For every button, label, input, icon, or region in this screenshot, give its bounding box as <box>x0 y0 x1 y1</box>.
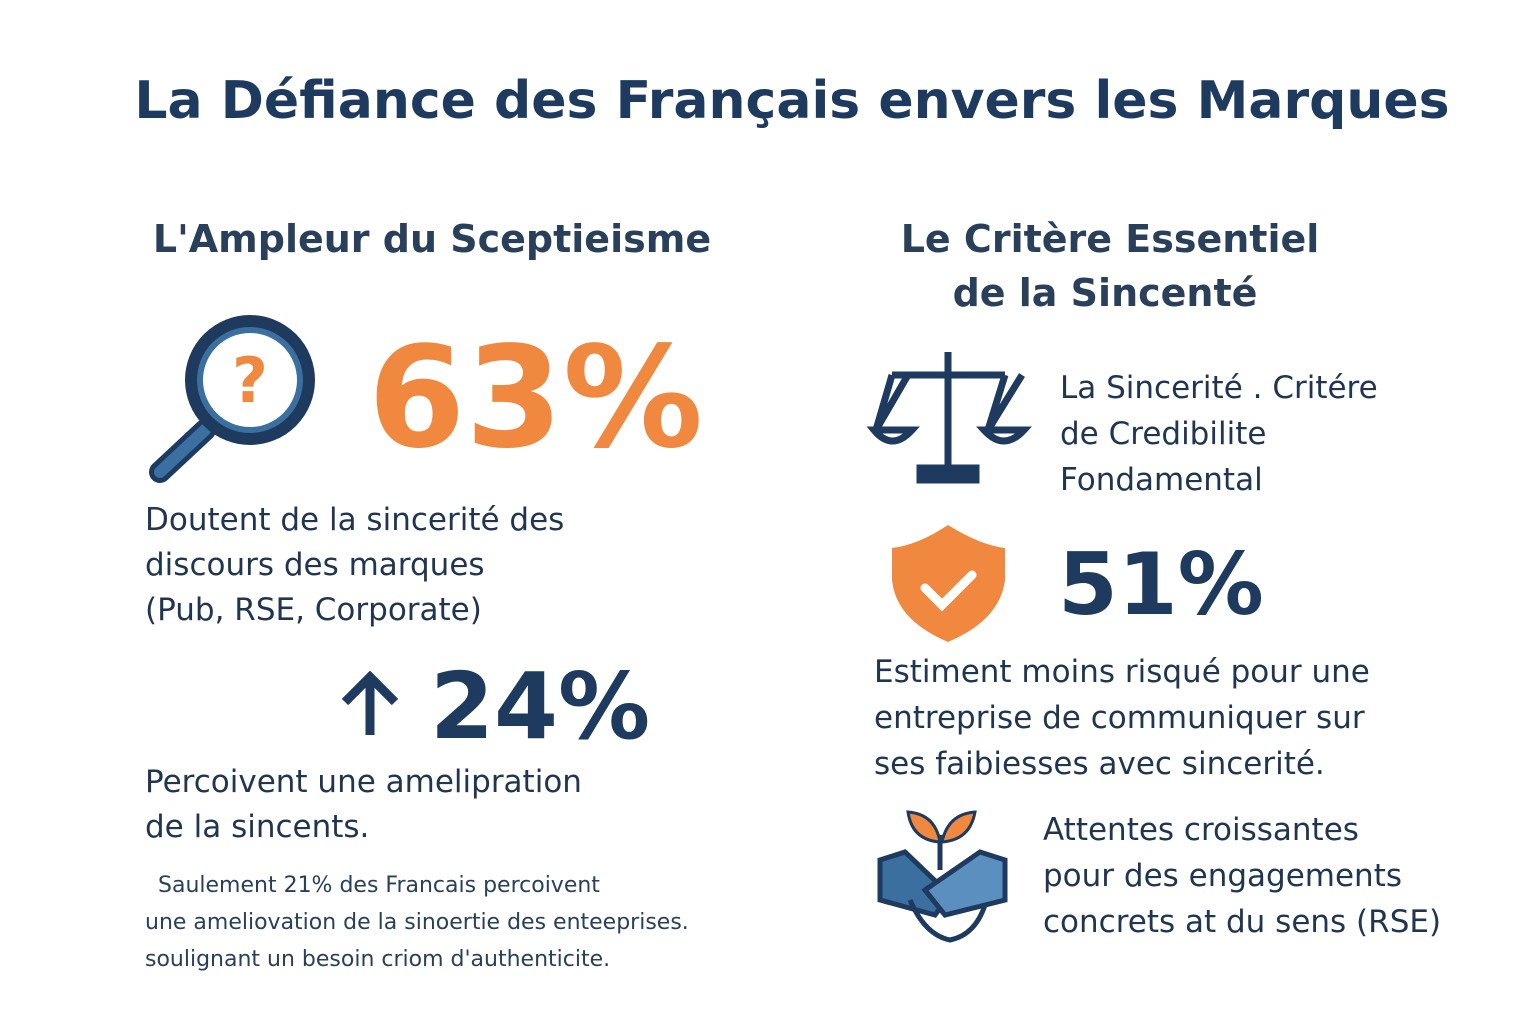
stat-right-text: entreprise de communiquer sur <box>874 700 1365 736</box>
scale-icon <box>866 352 1032 484</box>
criterion-text: de Credibilite <box>1060 416 1266 452</box>
up-arrow-icon <box>341 670 399 735</box>
stat-right-text: Estiment moins risqué pour une <box>874 654 1370 690</box>
title: La Défiance des Français envers les Marq… <box>134 71 1449 131</box>
note: une ameliovation de la sinoertie des ent… <box>145 910 689 935</box>
stat-second-text: de la sincents. <box>145 809 369 845</box>
expectations-text: concrets at du sens (RSE) <box>1043 904 1441 940</box>
left-heading: L'Ampleur du Sceptieisme <box>153 217 711 261</box>
expectations-text: Attentes croissantes <box>1043 812 1359 848</box>
criterion-text: Fondamental <box>1060 462 1263 498</box>
stat-main: 63% <box>368 317 703 480</box>
note: Saulement 21% des Francais percoivent <box>158 873 600 898</box>
criterion-text: La Sincerité . Critére <box>1060 370 1378 406</box>
shield-icon <box>892 525 1005 642</box>
stat-second-text: Percoivent une amelipration <box>145 764 582 800</box>
right-heading: Le Critère Essentiel <box>901 217 1320 261</box>
right-heading: de la Sincenté <box>953 271 1258 315</box>
note: soulignant un besoin criom d'authenticit… <box>145 947 610 972</box>
stat-right-text: ses faibiesses avec sincerité. <box>874 746 1325 782</box>
svg-text:?: ? <box>232 344 268 417</box>
handshake-icon <box>877 810 1008 943</box>
stat-main-text: discours des marques <box>145 547 485 583</box>
stat-second: 24% <box>430 653 650 760</box>
stat-main-text: (Pub, RSE, Corporate) <box>145 592 482 628</box>
expectations-text: pour des engagements <box>1043 858 1402 894</box>
magnifier-icon: ? <box>149 315 315 483</box>
stat-right: 51% <box>1058 535 1264 635</box>
stat-main-text: Doutent de la sincerité des <box>145 502 564 538</box>
